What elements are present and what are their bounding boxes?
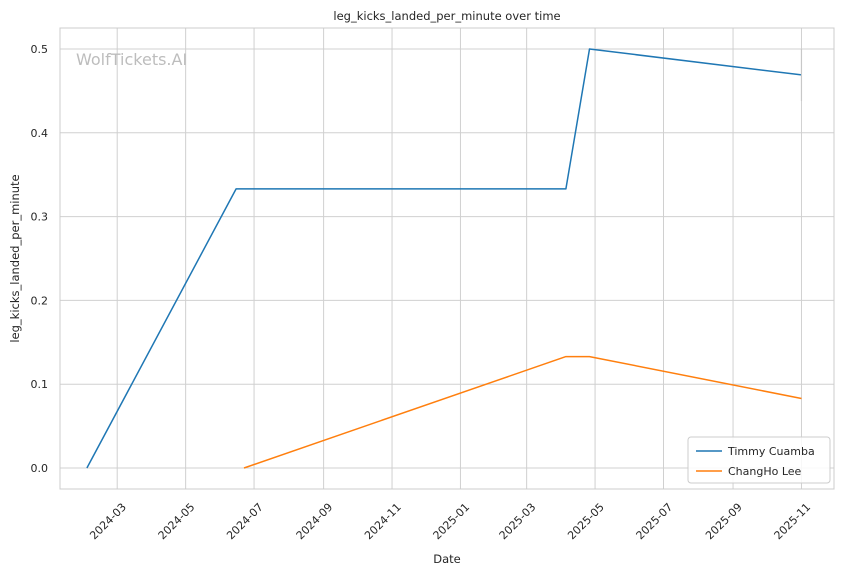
x-axis-label: Date bbox=[433, 552, 461, 566]
x-tick-label: 2024-07 bbox=[224, 501, 266, 543]
x-tick-label: 2025-01 bbox=[431, 501, 473, 543]
chart-title: leg_kicks_landed_per_minute over time bbox=[333, 9, 560, 23]
y-tick-label: 0.1 bbox=[31, 378, 49, 391]
x-tick-label: 2025-09 bbox=[703, 501, 745, 543]
x-tick-label: 2025-03 bbox=[497, 501, 539, 543]
x-tick-label: 2025-11 bbox=[772, 501, 814, 543]
y-tick-label: 0.2 bbox=[31, 294, 49, 307]
grid-layer bbox=[60, 28, 834, 489]
y-axis-label: leg_kicks_landed_per_minute bbox=[8, 174, 22, 342]
legend-label: ChangHo Lee bbox=[728, 465, 802, 478]
x-tick-label: 2024-09 bbox=[294, 501, 336, 543]
x-tick-label: 2025-05 bbox=[565, 501, 607, 543]
y-tick-label: 0.3 bbox=[31, 211, 49, 224]
y-tick-label: 0.0 bbox=[31, 462, 49, 475]
plot-frame bbox=[59, 27, 835, 490]
watermark: WolfTickets.AI bbox=[76, 50, 187, 69]
legend-label: Timmy Cuamba bbox=[727, 445, 815, 458]
series-line-timmy-cuamba bbox=[86, 48, 802, 469]
x-tick-label: 2024-03 bbox=[87, 501, 129, 543]
x-tick-label: 2024-11 bbox=[362, 501, 404, 543]
legend: Timmy Cuamba ChangHo Lee bbox=[687, 436, 831, 484]
series-line-changho-lee bbox=[243, 355, 802, 469]
series-layer bbox=[86, 48, 803, 469]
y-tick-label: 0.5 bbox=[31, 43, 49, 56]
x-tick-label: 2024-05 bbox=[156, 501, 198, 543]
y-tick-label: 0.4 bbox=[31, 127, 49, 140]
legend-box bbox=[687, 436, 831, 484]
x-tick-label: 2025-07 bbox=[634, 501, 676, 543]
